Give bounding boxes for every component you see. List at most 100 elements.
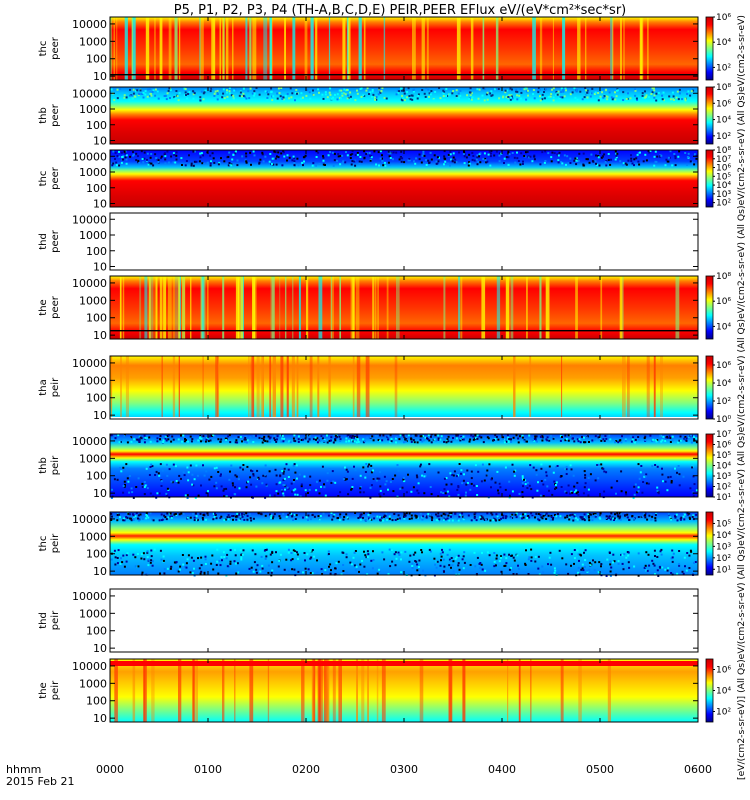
spectrogram-field	[110, 659, 698, 722]
colorbar-tick-label: 10⁴	[716, 687, 731, 697]
y-tick-label: 1000	[79, 294, 107, 307]
y-tick-label: 1000	[79, 229, 107, 242]
colorbar: 10⁸ 10⁶ 10⁴ 10²	[705, 83, 731, 145]
panel-probe-label: thc	[38, 536, 49, 552]
y-axis-ticks: 10 100 1000 10000	[72, 213, 699, 274]
colorbar-tick-label: 10⁸	[716, 83, 731, 93]
colorbar-tick-label: 10⁶	[716, 361, 731, 371]
colorbar-tick-label: 10⁴	[716, 181, 731, 191]
colorbar-tick-label: 10²	[716, 483, 731, 493]
colorbar-tick-label: 10⁰	[716, 415, 731, 425]
colorbar-tick-label: 10³	[716, 472, 731, 482]
colorbar-tick-label: 10⁴	[716, 322, 731, 332]
y-axis-ticks: 10 100 1000 10000	[72, 659, 699, 725]
spectrogram-noise	[110, 87, 695, 102]
colorbar-units-label: [eV/(cm2-s-sr-eV)] (All Qs)eV/(cm2-s-sr-…	[737, 15, 747, 780]
panel-probe-label: thc	[38, 171, 49, 187]
y-tick-label: 10	[93, 329, 107, 342]
y-axis-ticks: 10 100 1000 10000	[72, 512, 699, 578]
y-tick-label: 10000	[72, 18, 107, 31]
panel-probe-label: thb	[38, 107, 49, 124]
y-tick-label: 100	[86, 470, 107, 483]
panel-thb-peer: 10 100 1000 10000 thb peer 10⁸ 10⁶ 10⁴ 10²	[38, 83, 731, 148]
y-axis-ticks: 10 100 1000 10000	[72, 276, 699, 342]
colorbar-tick-label: 10⁶	[716, 13, 731, 23]
colorbar: 10⁶ 10⁴ 10²	[705, 658, 731, 723]
figure-title: P5, P1, P2, P3, P4 (TH-A,B,C,D,E) PEIR,P…	[174, 3, 627, 18]
panel-species-label: peer	[50, 103, 61, 127]
panel-species-label: peir	[50, 377, 61, 397]
y-tick-label: 1000	[79, 166, 107, 179]
panel-species-label: peer	[50, 166, 61, 190]
colorbar-tick-label: 10¹	[716, 565, 731, 575]
y-tick-label: 10000	[72, 513, 107, 526]
panel-tha-peir: 10 100 1000 10000 tha peir 10⁶ 10⁴ 10² 10⁰	[38, 355, 731, 425]
panel-probe-label: thc	[38, 41, 49, 57]
y-tick-label: 10	[93, 565, 107, 578]
y-tick-label: 10	[93, 261, 107, 274]
spectrogram-noise	[110, 434, 698, 499]
y-tick-label: 10000	[72, 357, 107, 370]
x-tick-label: 0300	[390, 763, 418, 776]
panel-frame	[109, 588, 699, 653]
y-tick-label: 100	[86, 392, 107, 405]
panel-thd-peer: 10 100 1000 10000 thd peer	[38, 212, 699, 274]
y-tick-label: 1000	[79, 452, 107, 465]
panel-thd-peir: 10 100 1000 10000 thd peir	[38, 588, 699, 655]
colorbar-tick-label: 10⁶	[716, 297, 731, 307]
colorbar-tick-label: 10²	[716, 132, 731, 142]
panel-frame	[109, 212, 699, 271]
y-tick-label: 10000	[72, 277, 107, 290]
colorbar-tick-label: 10²	[716, 397, 731, 407]
y-tick-label: 1000	[79, 103, 107, 116]
y-axis-ticks: 10 100 1000 10000	[72, 87, 699, 148]
time-axis-labels: 0000 0100 0200 0300 0400 0500 0600	[96, 763, 712, 776]
colorbar-tick-label: 10¹	[716, 493, 731, 503]
y-tick-label: 1000	[79, 374, 107, 387]
y-tick-label: 10000	[72, 87, 107, 100]
spectrogram-field	[110, 512, 698, 575]
y-tick-label: 10	[93, 70, 107, 83]
y-axis-ticks: 10 100 1000 10000	[72, 589, 699, 655]
y-tick-label: 1000	[79, 607, 107, 620]
y-tick-label: 10000	[72, 590, 107, 603]
y-tick-label: 10000	[72, 435, 107, 448]
spectrogram-streaks	[119, 276, 680, 339]
y-tick-label: 10	[93, 712, 107, 725]
panel-species-label: peir	[50, 680, 61, 700]
colorbar-tick-label: 10⁸	[716, 272, 731, 282]
y-tick-label: 10	[93, 487, 107, 500]
panel-probe-label: the	[38, 682, 49, 698]
colorbar: 10⁶ 10⁴ 10²	[705, 13, 731, 81]
y-tick-label: 10	[93, 409, 107, 422]
panel-species-label: peer	[50, 229, 61, 253]
colorbar-tick-label: 10²	[716, 708, 731, 718]
panel-probe-label: thd	[38, 233, 49, 250]
panel-species-label: peer	[50, 36, 61, 60]
y-tick-label: 10000	[72, 213, 107, 226]
panel-species-label: peir	[50, 533, 61, 553]
colorbar-tick-label: 10²	[716, 554, 731, 564]
colorbar-tick-label: 10³	[716, 542, 731, 552]
spectrogram-field	[110, 356, 698, 419]
panel-probe-label: thb	[38, 457, 49, 474]
colorbar-tick-label: 10⁴	[716, 379, 731, 389]
y-tick-label: 1000	[79, 35, 107, 48]
colorbar-tick-label: 10⁷	[716, 430, 731, 440]
spectrogram-field	[110, 150, 698, 207]
y-tick-label: 10	[93, 198, 107, 211]
panel-probe-label: tha	[38, 379, 49, 395]
y-tick-label: 100	[86, 312, 107, 325]
y-tick-label: 100	[86, 53, 107, 66]
footer-date: 2015 Feb 21	[6, 775, 74, 788]
panel-probe-label: the	[38, 299, 49, 315]
y-tick-label: 1000	[79, 530, 107, 543]
colorbar-tick-label: 10⁸	[716, 146, 731, 156]
y-tick-label: 100	[86, 182, 107, 195]
x-tick-label: 0000	[96, 763, 124, 776]
